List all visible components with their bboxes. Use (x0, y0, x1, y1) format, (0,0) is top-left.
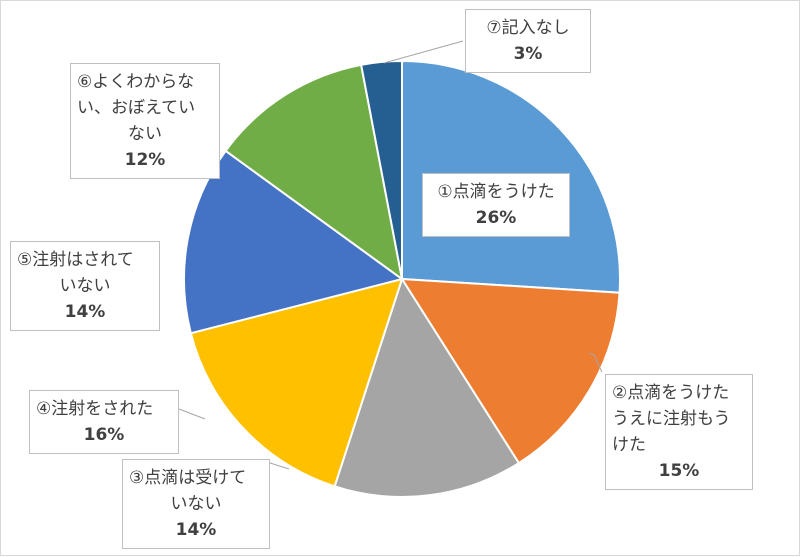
data-label-7-name: ⑦記入なし (486, 18, 570, 38)
data-label-6-name-line3: ない (128, 124, 162, 144)
data-label-5-name-line2: いない (59, 276, 111, 296)
data-label-6-name-line2: い、おぼえてい (77, 98, 196, 118)
data-label-6-value: 12% (124, 150, 166, 170)
data-label-4: ④注射をされた 16% (29, 390, 179, 454)
data-label-4-name: ④注射をされた (36, 399, 154, 419)
data-label-2-name-line2: うえに注射もう (612, 409, 731, 429)
leader-line-2 (266, 461, 290, 470)
data-label-3-name-line2: いない (170, 494, 222, 514)
pie-slice-4 (189, 277, 404, 488)
leader-line-3 (178, 408, 206, 420)
data-label-4-value: 16% (83, 425, 125, 445)
leader-lines (178, 40, 603, 470)
data-label-6-name-line1: ⑥よくわからな (77, 72, 195, 92)
data-label-3: ③点滴は受けて いない 14% (122, 459, 270, 549)
data-label-5: ⑤注射はされて いない 14% (10, 241, 160, 331)
data-label-1-name: ①点滴をうけた (437, 182, 555, 202)
data-label-5-name-line1: ⑤注射はされて (17, 250, 134, 270)
data-label-7-value: 3% (513, 44, 543, 64)
leader-line-1 (588, 352, 603, 373)
data-label-3-value: 14% (175, 520, 217, 540)
pie-slice-6 (224, 63, 404, 282)
data-label-2-name-line3: けた (612, 435, 646, 455)
data-label-7: ⑦記入なし 3% (465, 9, 591, 73)
pie-slice-2 (400, 277, 621, 465)
pie-slice-3 (333, 276, 521, 498)
data-label-1-value: 26% (475, 208, 517, 228)
data-label-3-name-line1: ③点滴は受けて (129, 468, 247, 488)
data-label-2-name-line1: ②点滴をうけた (612, 383, 730, 403)
data-label-5-value: 14% (64, 302, 106, 322)
pie-slices (183, 59, 621, 498)
data-label-6: ⑥よくわからな い、おぼえてい ない 12% (70, 63, 220, 179)
data-label-1: ①点滴をうけた 26% (422, 173, 570, 237)
pie-slice-7 (359, 59, 403, 280)
leader-line-4 (383, 40, 464, 64)
data-label-2: ②点滴をうけた うえに注射もう けた 15% (605, 374, 753, 490)
data-label-2-value: 15% (658, 461, 700, 481)
